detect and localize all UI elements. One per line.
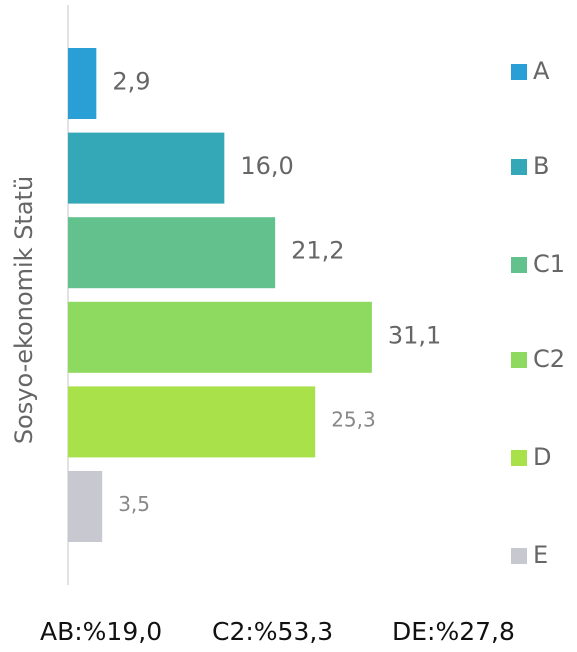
bar — [68, 217, 276, 289]
legend-swatch — [511, 352, 527, 368]
value-label: 2,9 — [112, 68, 150, 96]
annotation: AB:%19,0 — [40, 617, 162, 646]
legend-swatch — [511, 257, 527, 273]
legend-label: D — [533, 443, 551, 471]
bar — [68, 386, 316, 458]
legend-swatch — [511, 450, 527, 466]
annotation: C2:%53,3 — [212, 617, 333, 646]
bar — [68, 301, 372, 373]
legend-swatch — [511, 159, 527, 175]
bar — [68, 48, 97, 119]
legend-label: A — [533, 57, 550, 85]
legend-swatch — [511, 64, 527, 80]
value-label: 25,3 — [331, 407, 376, 431]
bar — [68, 471, 103, 542]
legend-label: C2 — [533, 345, 565, 373]
legend-label: E — [533, 541, 548, 569]
legend-swatch — [511, 548, 527, 564]
legend-label: B — [533, 152, 549, 180]
annotation: DE:%27,8 — [392, 617, 515, 646]
bar — [68, 132, 225, 204]
value-label: 31,1 — [388, 321, 441, 349]
y-axis-label: Sosyo-ekonomik Statü — [10, 176, 38, 444]
value-label: 21,2 — [291, 237, 344, 265]
value-label: 3,5 — [118, 492, 150, 516]
legend-label: C1 — [533, 250, 565, 278]
value-label: 16,0 — [240, 152, 293, 180]
